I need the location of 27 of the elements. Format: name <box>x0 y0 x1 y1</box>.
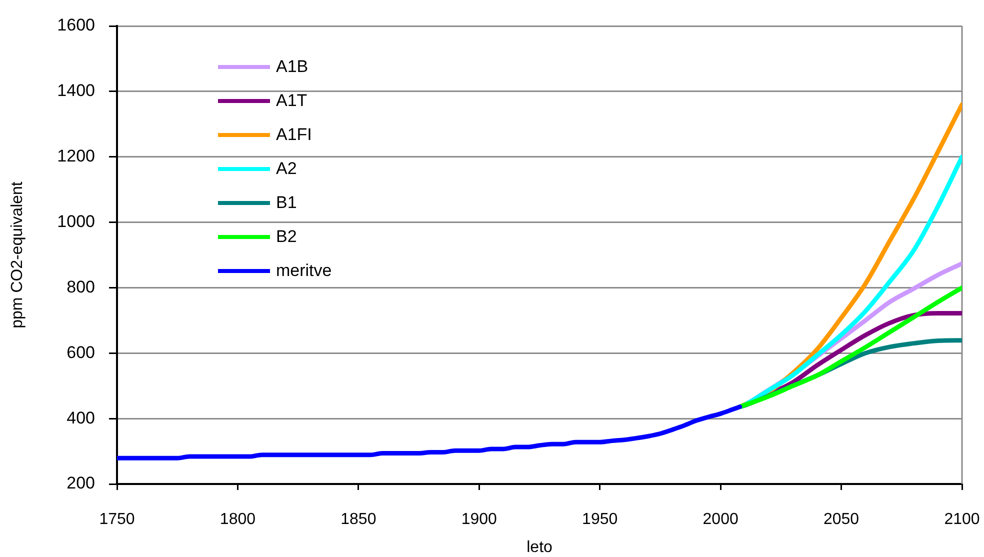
x-tick-label: 2000 <box>702 511 738 528</box>
line-series <box>117 404 742 460</box>
legend-label: A1B <box>276 57 308 77</box>
y-axis-title: ppm CO2-equivalent <box>9 181 26 328</box>
x-tick-label: 1900 <box>461 511 498 528</box>
legend-label: meritve <box>276 261 332 281</box>
y-tick-label: 1600 <box>57 16 95 35</box>
y-tick-label: 200 <box>66 474 95 493</box>
x-axis-title: leto <box>526 538 552 556</box>
legend-label: A1T <box>276 91 308 111</box>
y-tick-label: 1200 <box>57 146 95 166</box>
legend-label: B1 <box>276 193 297 213</box>
x-tick-label: 1850 <box>340 511 376 528</box>
x-tick-label: 2050 <box>823 511 860 528</box>
y-tick-label: 400 <box>66 408 95 428</box>
y-tick-label: 800 <box>66 277 95 296</box>
x-tick-label: 1950 <box>582 511 618 528</box>
x-tick-label: 1800 <box>220 511 256 528</box>
legend-label: A2 <box>276 159 297 179</box>
y-tick-label: 1000 <box>57 212 95 231</box>
legend-label: B2 <box>276 227 297 247</box>
x-tick-label: 1750 <box>99 511 135 528</box>
x-tick-label: 2100 <box>944 511 980 528</box>
legend-label: A1FI <box>276 125 312 145</box>
line-series <box>738 285 962 410</box>
y-tick-label: 600 <box>66 342 95 362</box>
y-tick-label: 1400 <box>57 81 95 100</box>
